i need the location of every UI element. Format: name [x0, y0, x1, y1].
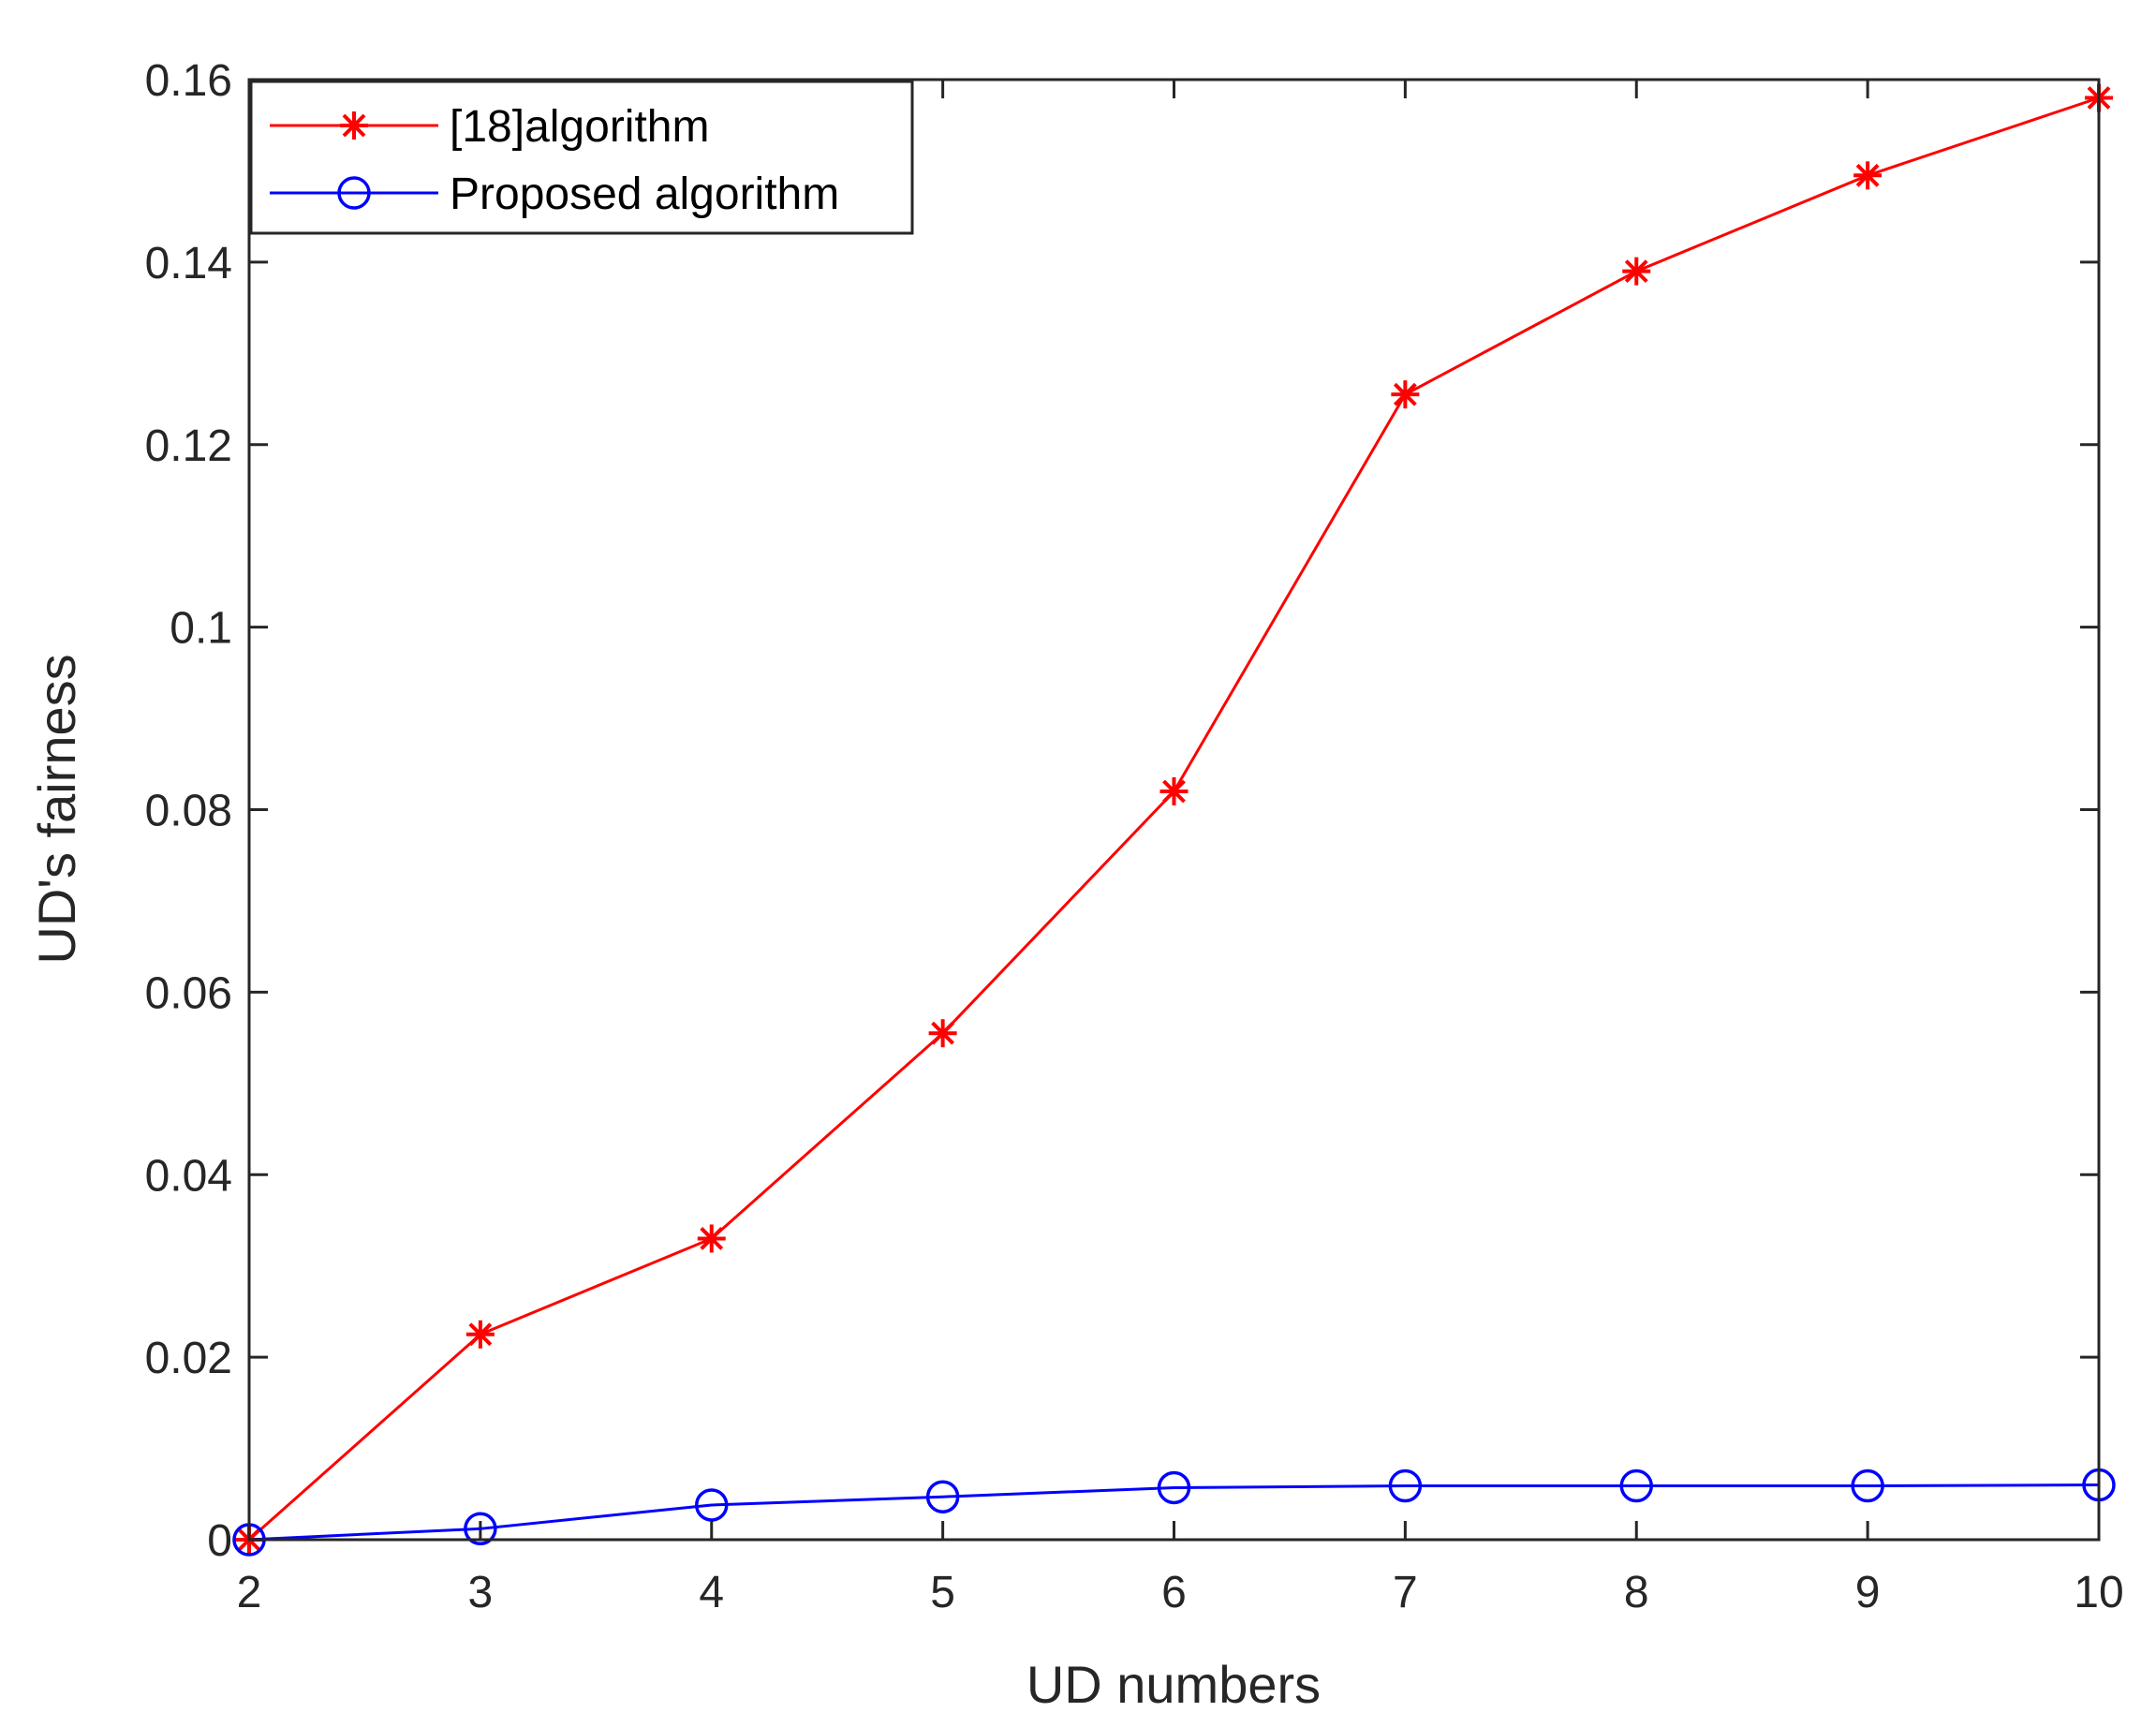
- asterisk-marker: [1391, 380, 1420, 409]
- circle-marker: [1388, 1469, 1423, 1503]
- circle-marker: [337, 176, 371, 210]
- plot-area: [249, 80, 2099, 1540]
- y-tick-label: 0.14: [145, 239, 232, 288]
- x-tick-label: 7: [1393, 1568, 1418, 1617]
- x-axis-label: UD numbers: [1026, 1655, 1321, 1714]
- y-tick-labels: 0 0.02 0.04 0.06 0.08 0.1 0.12 0.14 0.16: [145, 56, 232, 1566]
- legend-label-series-2: Proposed algorithm: [450, 170, 839, 219]
- x-tick-labels: 2 3 4 5 6 7 8 9 10: [237, 1568, 2124, 1617]
- y-tick-label: 0.1: [170, 604, 232, 654]
- x-tick-label: 9: [1855, 1568, 1881, 1617]
- y-tick-label: 0.08: [145, 787, 232, 836]
- legend-item-series-1: [18]algorithm: [270, 102, 709, 152]
- y-tick-label: 0: [207, 1516, 232, 1566]
- legend-circle-marker: [337, 176, 371, 210]
- asterisk-marker: [928, 1019, 957, 1048]
- circle-marker: [695, 1488, 729, 1522]
- circle-marker: [1619, 1469, 1653, 1503]
- asterisk-marker: [1853, 161, 1883, 190]
- x-tick-label: 3: [468, 1568, 494, 1617]
- plot-frame: [247, 78, 2101, 1542]
- y-tick-label: 0.16: [145, 56, 232, 106]
- asterisk-marker: [465, 1320, 495, 1349]
- legend-asterisk-marker: [340, 111, 368, 140]
- x-tick-label: 8: [1624, 1568, 1649, 1617]
- circle-marker: [1157, 1470, 1191, 1505]
- asterisk-marker: [1159, 777, 1189, 806]
- circle-marker: [925, 1480, 960, 1513]
- y-tick-label: 0.02: [145, 1334, 232, 1383]
- y-tick-label: 0.12: [145, 421, 232, 471]
- x-tick-label: 4: [699, 1568, 724, 1617]
- legend-label-series-1: [18]algorithm: [450, 102, 709, 152]
- y-axis-label: UD's fairness: [27, 654, 86, 964]
- x-tick-label: 10: [2074, 1568, 2123, 1617]
- series-line: [248, 1483, 2100, 1542]
- x-tick-label: 2: [237, 1568, 262, 1617]
- legend-item-series-2: Proposed algorithm: [270, 170, 839, 219]
- y-tick-label: 0.04: [145, 1151, 232, 1201]
- asterisk-marker: [697, 1224, 726, 1253]
- legend: [18]algorithm Proposed algorithm: [249, 80, 914, 235]
- x-tick-label: 5: [930, 1568, 955, 1617]
- circle-marker: [1851, 1469, 1884, 1503]
- asterisk-marker: [340, 111, 368, 140]
- circle-marker: [464, 1512, 497, 1546]
- y-tick-label: 0.06: [145, 968, 232, 1018]
- asterisk-marker: [1622, 257, 1651, 286]
- x-tick-label: 6: [1161, 1568, 1187, 1617]
